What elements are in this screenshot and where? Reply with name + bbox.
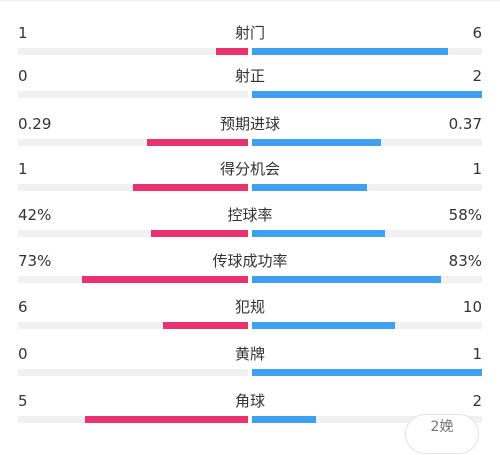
away-value: 1 xyxy=(472,345,482,363)
home-bar-fill xyxy=(84,416,248,423)
floating-corner-button[interactable]: 2娩 xyxy=(405,414,479,454)
away-value: 2 xyxy=(472,67,482,85)
away-bar-fill xyxy=(252,184,367,191)
stat-row: 5 角球 2 xyxy=(0,389,500,436)
away-bar-fill xyxy=(252,276,441,283)
stat-row: 1 射门 6 xyxy=(0,21,500,68)
corner-button-label: 2娩 xyxy=(430,419,454,435)
home-bar-fill xyxy=(133,184,248,191)
away-value: 2 xyxy=(472,392,482,410)
stat-row: 1 得分机会 1 xyxy=(0,157,500,204)
away-bar-track xyxy=(252,416,482,423)
home-value: 73% xyxy=(18,252,52,270)
stat-label: 得分机会 xyxy=(219,160,280,178)
away-value: 1 xyxy=(472,160,482,178)
home-value: 1 xyxy=(18,160,28,178)
home-value: 0 xyxy=(18,345,28,363)
top-divider xyxy=(0,0,500,1)
away-bar-track xyxy=(252,91,482,98)
away-bar-track xyxy=(252,139,482,146)
home-bar-fill xyxy=(215,48,248,55)
home-bar-track xyxy=(18,230,248,237)
away-bar-fill xyxy=(252,369,482,376)
away-bar-fill xyxy=(252,416,317,423)
away-bar-fill xyxy=(252,230,386,237)
away-value: 58% xyxy=(448,206,482,224)
stat-label: 犯规 xyxy=(234,298,265,316)
stat-row: 0 黄牌 1 xyxy=(0,342,500,389)
home-bar-fill xyxy=(146,139,248,146)
home-bar-track xyxy=(18,416,248,423)
away-bar-fill xyxy=(252,91,482,98)
away-bar-track xyxy=(252,322,482,329)
stat-label: 传球成功率 xyxy=(212,252,288,270)
home-bar-fill xyxy=(162,322,248,329)
home-bar-track xyxy=(18,276,248,283)
stat-row: 42% 控球率 58% xyxy=(0,203,500,250)
home-bar-track xyxy=(18,48,248,55)
stat-label: 预期进球 xyxy=(219,115,280,133)
home-value: 6 xyxy=(18,298,28,316)
stat-label: 黄牌 xyxy=(234,345,265,363)
home-value: 42% xyxy=(18,206,52,224)
away-bar-track xyxy=(252,369,482,376)
stat-row: 0 射正 2 xyxy=(0,64,500,111)
home-bar-fill xyxy=(151,230,248,237)
stat-row: 73% 传球成功率 83% xyxy=(0,249,500,296)
home-value: 5 xyxy=(18,392,28,410)
home-value: 0 xyxy=(18,67,28,85)
away-value: 10 xyxy=(462,298,482,316)
away-bar-track xyxy=(252,48,482,55)
home-bar-track xyxy=(18,369,248,376)
match-stats-list: 1 射门 6 0 射正 2 0.29 预期进球 0.37 1 得分机会 1 42… xyxy=(0,21,500,436)
home-bar-track xyxy=(18,322,248,329)
stat-label: 角球 xyxy=(234,392,265,410)
home-bar-track xyxy=(18,139,248,146)
away-value: 0.37 xyxy=(448,115,482,133)
home-value: 0.29 xyxy=(18,115,52,133)
stat-label: 控球率 xyxy=(227,206,273,224)
home-bar-fill xyxy=(82,276,248,283)
away-bar-track xyxy=(252,276,482,283)
away-value: 6 xyxy=(472,24,482,42)
away-bar-fill xyxy=(252,139,381,146)
away-bar-track xyxy=(252,184,482,191)
home-value: 1 xyxy=(18,24,28,42)
home-bar-track xyxy=(18,184,248,191)
away-bar-fill xyxy=(252,48,448,55)
away-bar-track xyxy=(252,230,482,237)
home-bar-track xyxy=(18,91,248,98)
away-value: 83% xyxy=(448,252,482,270)
away-bar-fill xyxy=(252,322,395,329)
stat-label: 射门 xyxy=(234,24,265,42)
stat-row: 6 犯规 10 xyxy=(0,295,500,342)
stat-label: 射正 xyxy=(234,67,265,85)
stat-row: 0.29 预期进球 0.37 xyxy=(0,112,500,159)
